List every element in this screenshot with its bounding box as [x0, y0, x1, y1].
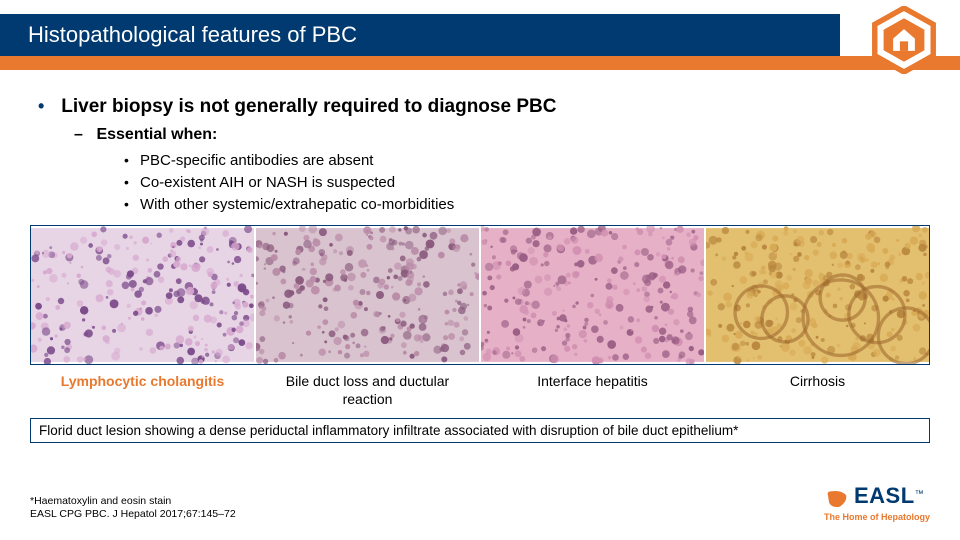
slide-title: Histopathological features of PBC	[28, 22, 357, 48]
footnotes: *Haematoxylin and eosin stain EASL CPG P…	[30, 495, 236, 522]
caption-2: Bile duct loss and ductular reaction	[255, 373, 480, 408]
home-hex-icon	[870, 6, 938, 74]
footnote-2: EASL CPG PBC. J Hepatol 2017;67:145–72	[30, 508, 236, 522]
histo-image-1	[31, 226, 254, 364]
histo-image-2	[256, 226, 479, 364]
histo-image-4	[706, 226, 929, 364]
histology-image-row	[30, 225, 930, 365]
bullet-lvl3: PBC-specific antibodies are absent	[92, 150, 926, 172]
bullet-lvl2-text: Essential when:	[96, 126, 217, 143]
bullet-lvl1: Liver biopsy is not generally required t…	[38, 96, 926, 215]
florid-text: Florid duct lesion showing a dense perid…	[39, 423, 738, 438]
footnote-1: *Haematoxylin and eosin stain	[30, 495, 236, 509]
caption-row: Lymphocytic cholangitis Bile duct loss a…	[30, 373, 930, 408]
title-bar: Histopathological features of PBC	[0, 14, 840, 56]
logo-brand: EASL	[854, 483, 915, 508]
florid-description-box: Florid duct lesion showing a dense perid…	[30, 418, 930, 443]
content-area: Liver biopsy is not generally required t…	[0, 70, 960, 215]
caption-1: Lymphocytic cholangitis	[30, 373, 255, 408]
accent-stripe	[0, 56, 960, 70]
bullet-lvl2: Essential when: PBC-specific antibodies …	[56, 126, 926, 215]
liver-icon	[824, 486, 850, 512]
bullet-lvl1-text: Liver biopsy is not generally required t…	[61, 96, 556, 117]
easl-logo: EASL™ The Home of Hepatology	[824, 483, 930, 522]
slide-header: Histopathological features of PBC	[0, 0, 960, 70]
bullet-lvl3: With other systemic/extrahepatic co-morb…	[92, 194, 926, 216]
histo-image-3	[481, 226, 704, 364]
caption-4: Cirrhosis	[705, 373, 930, 408]
bullet-lvl3: Co-existent AIH or NASH is suspected	[92, 172, 926, 194]
caption-3: Interface hepatitis	[480, 373, 705, 408]
logo-tagline: The Home of Hepatology	[824, 512, 930, 522]
